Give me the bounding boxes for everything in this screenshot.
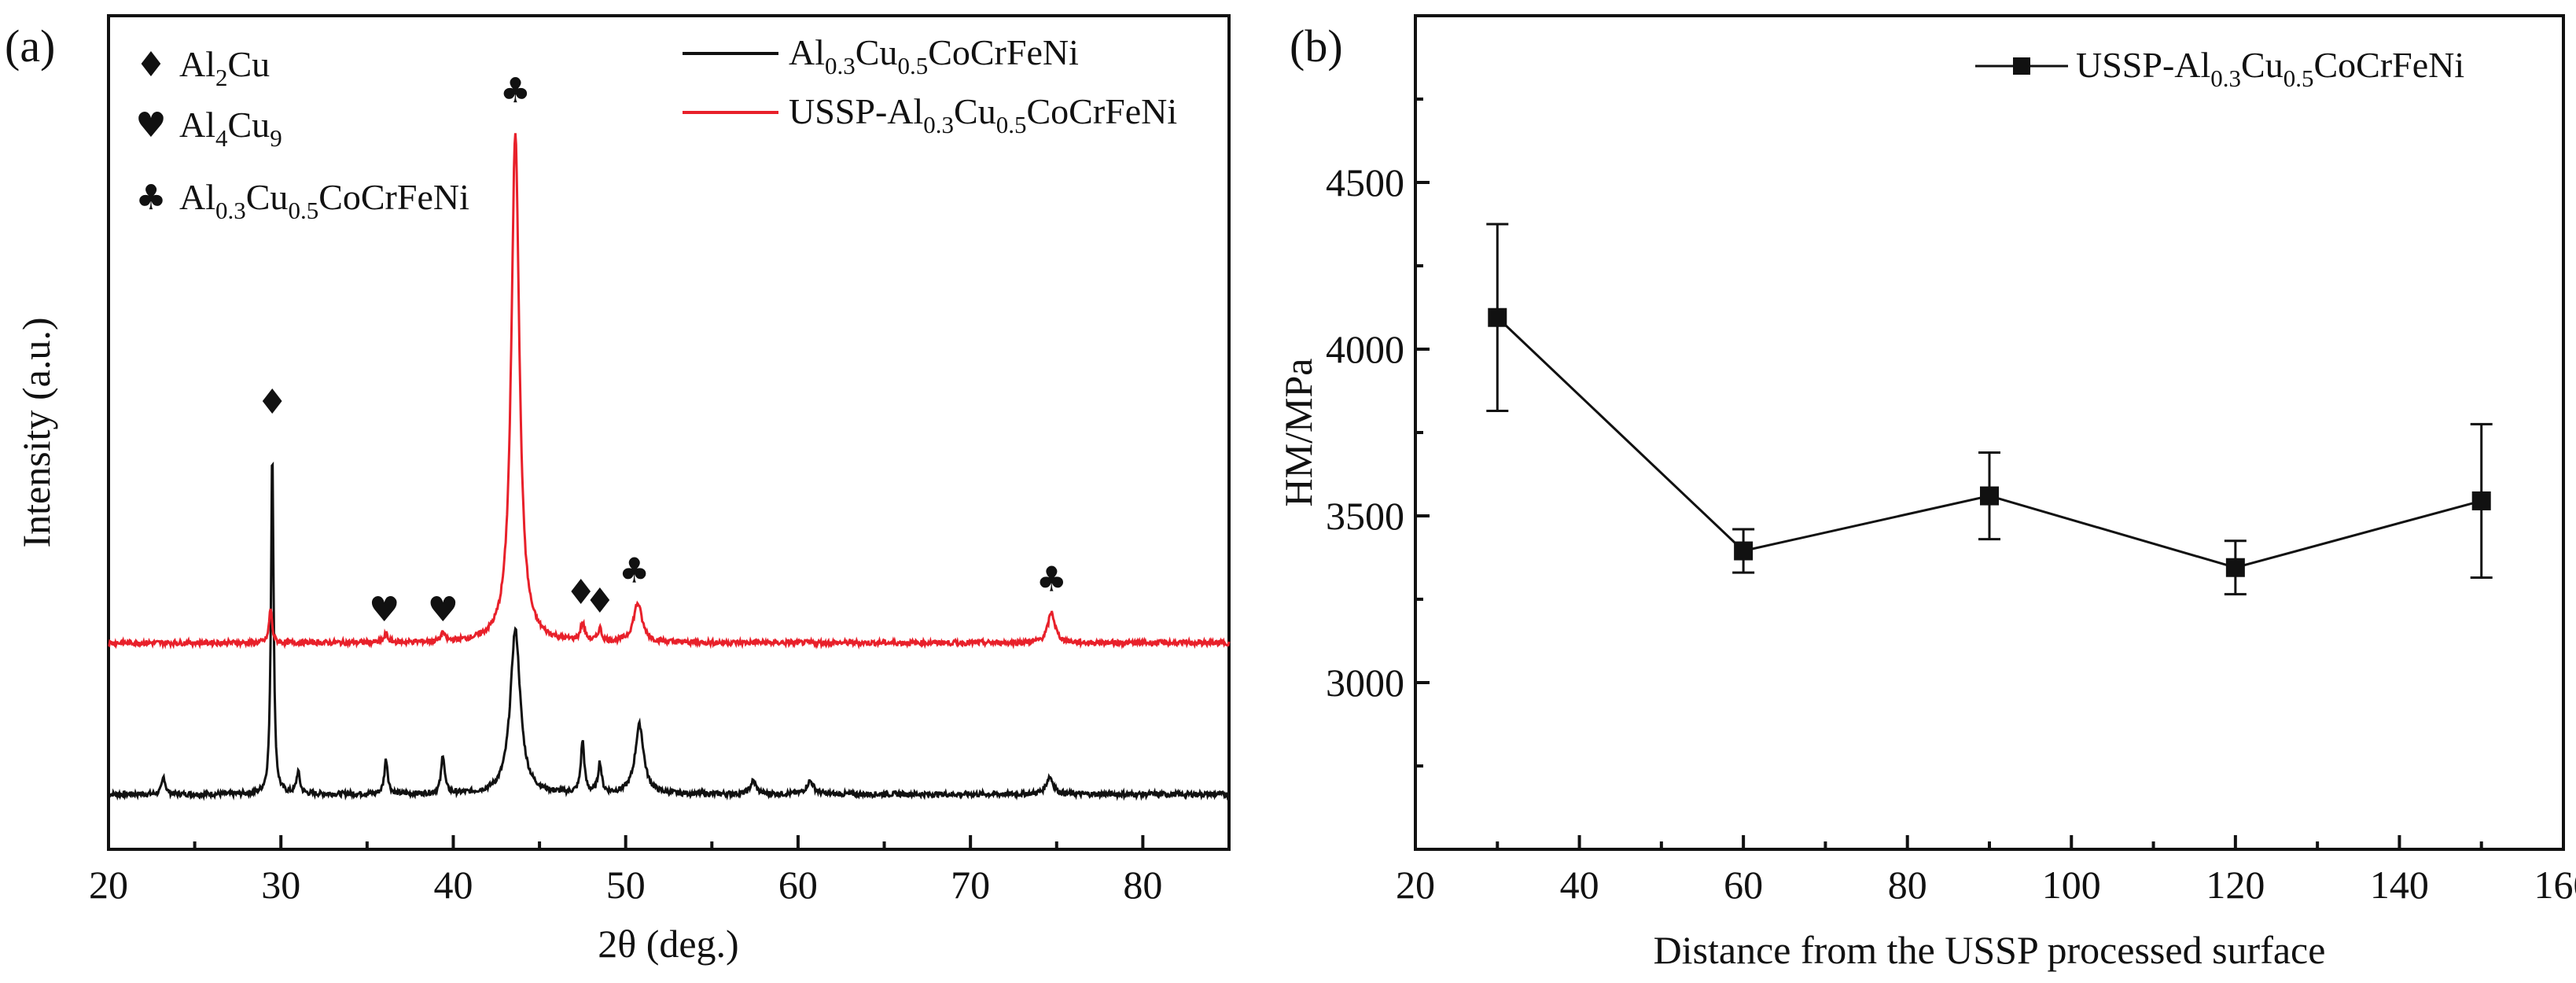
- phase-legend-label-part: Al: [179, 105, 215, 145]
- phase-legend-symbol: ♥: [135, 105, 166, 145]
- phase-legend-label-sub: 0.3: [215, 197, 246, 224]
- xrd-line-legend: Al0.3Cu0.5CoCrFeNiUSSP-Al0.3Cu0.5CoCrFeN…: [683, 32, 1177, 138]
- phase-legend-label: Al0.3Cu0.5CoCrFeNi: [179, 177, 469, 224]
- hardness-legend-label-part: CoCrFeNi: [2313, 45, 2464, 85]
- phase-legend-label-sub: 0.5: [288, 197, 318, 224]
- hardness-legend-label-part: USSP-Al: [2076, 45, 2210, 85]
- xrd-x-tick-label: 70: [951, 863, 990, 907]
- hardness-x-tick-label: 120: [2206, 863, 2265, 907]
- phase-legend-label-sub: 4: [215, 124, 228, 152]
- line-legend-label-part: Cu: [856, 32, 898, 72]
- line-legend-label-part: CoCrFeNi: [928, 32, 1079, 72]
- phase-legend-label-sub: 2: [215, 64, 228, 91]
- hardness-x-axis-title: Distance from the USSP processed surface: [1654, 928, 2326, 972]
- line-legend-label-sub: 0.5: [996, 111, 1027, 138]
- hardness-y-tick-label: 4000: [1326, 327, 1404, 371]
- hardness-y-axis-title: HM/MPa: [1276, 359, 1320, 507]
- xrd-peak-marker: ♦: [584, 581, 615, 621]
- line-legend-label: Al0.3Cu0.5CoCrFeNi: [789, 32, 1079, 79]
- xrd-x-ticks: 20 30 40 50 60 70 80: [89, 835, 1162, 907]
- hardness-y-tick-label: 3500: [1326, 494, 1404, 538]
- hardness-plot-frame: [1414, 14, 2565, 851]
- xrd-peak-marker: ♦: [257, 382, 288, 422]
- xrd-panel: (a) 20 30 40 50 60 70 80 ♦♥ ♥♣♦♦♣ ♣ ♦ Al2Cu♥ Al4Cu…: [5, 14, 1231, 966]
- xrd-peak-marker: ♥: [428, 590, 458, 630]
- hardness-x-tick-label: 80: [1888, 863, 1927, 907]
- xrd-series-as-cast: [108, 461, 1231, 801]
- hardness-x-ticks: 20 40 60 80 100 120 140 160: [1396, 835, 2576, 907]
- xrd-x-tick-label: 20: [89, 863, 128, 907]
- hardness-x-tick-label: 40: [1560, 863, 1599, 907]
- hardness-data-point: [1734, 541, 1754, 561]
- hardness-x-tick-label: 20: [1396, 863, 1435, 907]
- xrd-peak-marker: ♣: [500, 71, 531, 111]
- xrd-series-ussp: [108, 133, 1231, 650]
- hardness-legend-label: USSP-Al0.3Cu0.5CoCrFeNi: [2076, 45, 2464, 92]
- xrd-x-tick-label: 60: [778, 863, 818, 907]
- hardness-legend-label-sub: 0.5: [2283, 64, 2314, 92]
- phase-legend-symbol: ♦: [135, 45, 166, 85]
- phase-legend-label: Al2Cu: [179, 44, 270, 91]
- xrd-y-axis-title: Intensity (a.u.): [14, 318, 58, 548]
- xrd-peak-markers: ♦♥ ♥♣♦♦♣ ♣: [257, 71, 1067, 630]
- xrd-x-tick-label: 40: [433, 863, 473, 907]
- line-legend-label-part: CoCrFeNi: [1026, 91, 1177, 131]
- hardness-x-tick-label: 100: [2042, 863, 2101, 907]
- panel-b-label: (b): [1290, 20, 1343, 72]
- phase-legend-symbol: ♣: [135, 178, 166, 218]
- line-legend-label-sub: 0.3: [923, 111, 954, 138]
- hardness-legend-label-sub: 0.3: [2210, 64, 2241, 92]
- hardness-y-tick-label: 3000: [1326, 661, 1404, 705]
- hardness-data-point: [2471, 491, 2491, 510]
- hardness-x-tick-label: 160: [2534, 863, 2576, 907]
- line-legend-label-sub: 0.3: [825, 52, 856, 79]
- xrd-peak-marker: ♦: [565, 572, 596, 613]
- hardness-series-layer: [1486, 223, 2493, 596]
- phase-legend-label-part: Al: [179, 44, 215, 84]
- phase-legend-label-sub: 9: [270, 124, 282, 152]
- xrd-x-tick-label: 30: [261, 863, 300, 907]
- phase-legend-label-part: Cu: [246, 177, 289, 217]
- hardness-data-point: [1980, 486, 1999, 506]
- phase-legend-label-part: CoCrFeNi: [318, 177, 469, 217]
- hardness-x-tick-label: 60: [1724, 863, 1763, 907]
- xrd-series-layer: [108, 133, 1231, 801]
- hardness-legend-label-part: Cu: [2241, 45, 2283, 85]
- xrd-plot-frame: [107, 14, 1231, 851]
- phase-legend-label-part: Cu: [228, 105, 270, 145]
- line-legend-label-sub: 0.5: [897, 52, 928, 79]
- phase-legend-label: Al4Cu9: [179, 105, 282, 152]
- line-legend-label: USSP-Al0.3Cu0.5CoCrFeNi: [789, 91, 1177, 138]
- hardness-data-point: [2225, 558, 2245, 577]
- line-legend-label-part: Al: [789, 32, 825, 72]
- hardness-legend-marker: [2013, 57, 2030, 75]
- xrd-peak-marker: ♥: [369, 590, 399, 630]
- xrd-peak-marker: ♣: [1036, 560, 1066, 600]
- line-legend-label-part: Cu: [954, 91, 996, 131]
- phase-legend-label-part: Al: [179, 177, 215, 217]
- hardness-x-tick-label: 140: [2370, 863, 2429, 907]
- xrd-x-tick-label: 50: [606, 863, 646, 907]
- xrd-x-tick-label: 80: [1123, 863, 1162, 907]
- xrd-peak-marker: ♣: [619, 551, 650, 591]
- panel-a-label: (a): [5, 20, 55, 72]
- hardness-y-tick-label: 4500: [1326, 160, 1404, 204]
- hardness-panel: (b) 20 40 60 80 100 120 140 160 3000 3500 4000 450…: [1276, 14, 2576, 972]
- xrd-x-axis-title: 2θ (deg.): [598, 922, 738, 966]
- hardness-data-point: [1488, 307, 1507, 327]
- line-legend-label-part: USSP-Al: [789, 91, 923, 131]
- xrd-phase-legend: ♦ Al2Cu♥ Al4Cu9♣ Al0.3Cu0.5CoCrFeNi: [135, 44, 469, 224]
- hardness-y-ticks: 3000 3500 4000 4500: [1326, 14, 1430, 851]
- hardness-legend: USSP-Al0.3Cu0.5CoCrFeNi: [1975, 45, 2464, 92]
- phase-legend-label-part: Cu: [228, 44, 270, 84]
